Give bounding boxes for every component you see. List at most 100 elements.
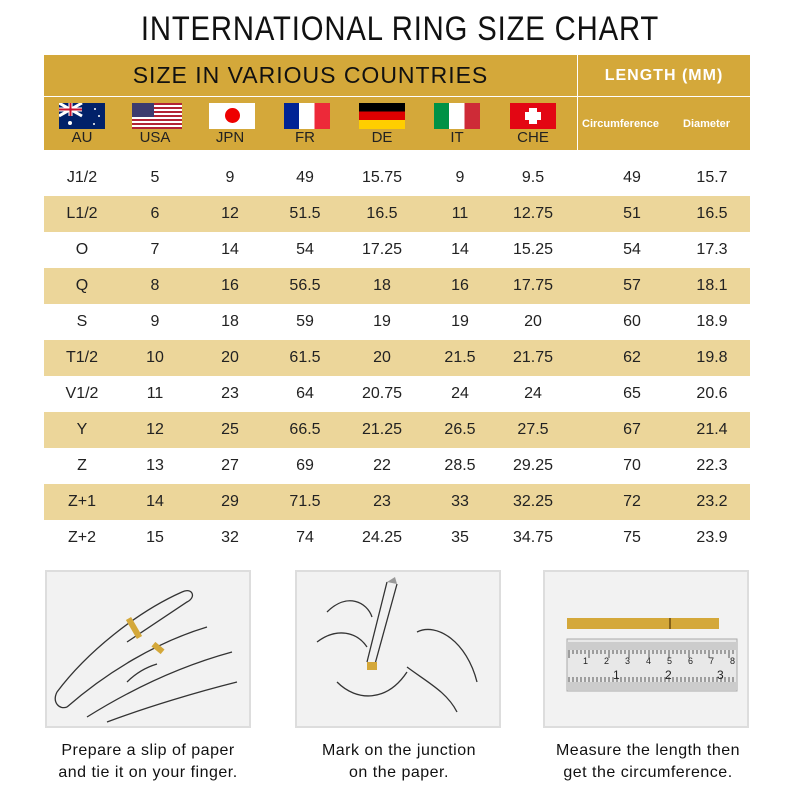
countries-header: SIZE IN VARIOUS COUNTRIES: [44, 55, 577, 96]
japan-flag-icon: [209, 103, 255, 129]
cell-de: 24.25: [361, 529, 403, 546]
cell-de: 22: [373, 457, 391, 474]
switzerland-flag-icon: [510, 103, 556, 129]
germany-flag-icon: [359, 103, 405, 129]
ruler-number: 5: [667, 656, 672, 666]
cell-au: Y: [76, 421, 88, 438]
col-it: IT: [450, 129, 464, 146]
cell-jpn: 14: [221, 241, 239, 258]
cell-de: 18: [373, 277, 391, 294]
ruler-number: 4: [646, 656, 651, 666]
cell-fr: 74: [296, 529, 314, 546]
cell-it: 24: [451, 385, 469, 402]
cell-jpn: 25: [221, 421, 239, 438]
cell-de: 21.25: [361, 421, 403, 438]
cell-au: Z+1: [67, 493, 96, 510]
country-row: AU USA JPN FR DE IT CHE: [44, 97, 577, 150]
cell-au: Z: [77, 457, 87, 474]
cell-au: L1/2: [66, 205, 98, 222]
cell-it: 33: [451, 493, 469, 510]
cell-diameter: 21.4: [696, 421, 728, 438]
cell-jpn: 29: [221, 493, 239, 510]
ruler-number: 2: [604, 656, 609, 666]
cell-it: 16: [451, 277, 469, 294]
cell-che: 21.75: [512, 349, 554, 366]
table-row: S 9 18 59 19 19 20 60 18.9: [44, 304, 750, 340]
cell-diameter: 20.6: [696, 385, 728, 402]
cell-circumference: 49: [623, 169, 641, 186]
ruler-icon: 1 2 3 4 5 6 7 81 2 3: [566, 618, 738, 692]
table-row: Z+1 14 29 71.5 23 33 32.25 72 23.2: [44, 484, 750, 520]
cell-circumference: 72: [623, 493, 641, 510]
cell-de: 17.25: [361, 241, 403, 258]
ruler-number: 3: [625, 656, 630, 666]
cell-it: 28.5: [444, 457, 476, 474]
table-row: Z 13 27 69 22 28.5 29.25 70 22.3: [44, 448, 750, 484]
cell-usa: 7: [150, 241, 160, 258]
cell-fr: 69: [296, 457, 314, 474]
cell-che: 24: [524, 385, 542, 402]
col-de: DE: [371, 129, 393, 146]
cell-it: 26.5: [444, 421, 476, 438]
step1-caption: Prepare a slip of paper and tie it on you…: [18, 740, 278, 784]
table-row: O 7 14 54 17.25 14 15.25 54 17.3: [44, 232, 750, 268]
italy-flag-icon: [434, 103, 480, 129]
cell-jpn: 12: [221, 205, 239, 222]
cell-de: 15.75: [361, 169, 403, 186]
cell-fr: 56.5: [289, 277, 321, 294]
cell-circumference: 67: [623, 421, 641, 438]
cell-it: 19: [451, 313, 469, 330]
length-columns: Circumference Diameter: [578, 97, 750, 150]
table-row: Q 8 16 56.5 18 16 17.75 57 18.1: [44, 268, 750, 304]
cell-jpn: 23: [221, 385, 239, 402]
ruler-number: 1: [583, 656, 588, 666]
cell-usa: 9: [150, 313, 160, 330]
cell-usa: 8: [150, 277, 160, 294]
cell-usa: 13: [146, 457, 164, 474]
col-diameter: Diameter: [683, 118, 731, 130]
ruler-number: 6: [688, 656, 693, 666]
cell-de: 16.5: [366, 205, 398, 222]
col-circumference: Circumference: [582, 118, 660, 130]
cell-diameter: 18.9: [696, 313, 728, 330]
cell-jpn: 18: [221, 313, 239, 330]
cell-au: J1/2: [66, 169, 98, 186]
cell-au: T1/2: [65, 349, 98, 366]
australia-flag-icon: [59, 103, 105, 129]
caption-line: and tie it on your finger.: [58, 764, 238, 781]
cell-diameter: 19.8: [696, 349, 728, 366]
france-flag-icon: [284, 103, 330, 129]
caption-line: on the paper.: [349, 764, 449, 781]
cell-it: 14: [451, 241, 469, 258]
cell-it: 35: [451, 529, 469, 546]
ruler-number: 2: [665, 668, 672, 682]
cell-usa: 11: [146, 385, 164, 402]
table-row: T1/2 10 20 61.5 20 21.5 21.75 62 19.8: [44, 340, 750, 376]
cell-usa: 6: [150, 205, 160, 222]
ruler-number: 8: [730, 656, 735, 666]
cell-diameter: 22.3: [696, 457, 728, 474]
col-au: AU: [71, 129, 93, 146]
length-header: LENGTH (MM): [578, 55, 750, 96]
cell-circumference: 57: [623, 277, 641, 294]
table-row: J1/2 5 9 49 15.75 9 9.5 49 15.7: [44, 160, 750, 196]
cell-it: 11: [451, 205, 469, 222]
table-row: Z+2 15 32 74 24.25 35 34.75 75 23.9: [44, 520, 750, 556]
cell-circumference: 51: [623, 205, 641, 222]
cell-che: 32.25: [512, 493, 554, 510]
cell-usa: 15: [146, 529, 164, 546]
cell-de: 23: [373, 493, 391, 510]
cell-circumference: 70: [623, 457, 641, 474]
cell-che: 20: [524, 313, 542, 330]
cell-circumference: 62: [623, 349, 641, 366]
ruler-number: 1: [613, 668, 620, 682]
cell-fr: 59: [296, 313, 314, 330]
caption-line: get the circumference.: [563, 764, 733, 781]
table-row: Y 12 25 66.5 21.25 26.5 27.5 67 21.4: [44, 412, 750, 448]
cell-jpn: 32: [221, 529, 239, 546]
ruler-number: 7: [709, 656, 714, 666]
cell-de: 20.75: [361, 385, 403, 402]
cell-diameter: 17.3: [696, 241, 728, 258]
ruler-number: 3: [717, 668, 724, 682]
